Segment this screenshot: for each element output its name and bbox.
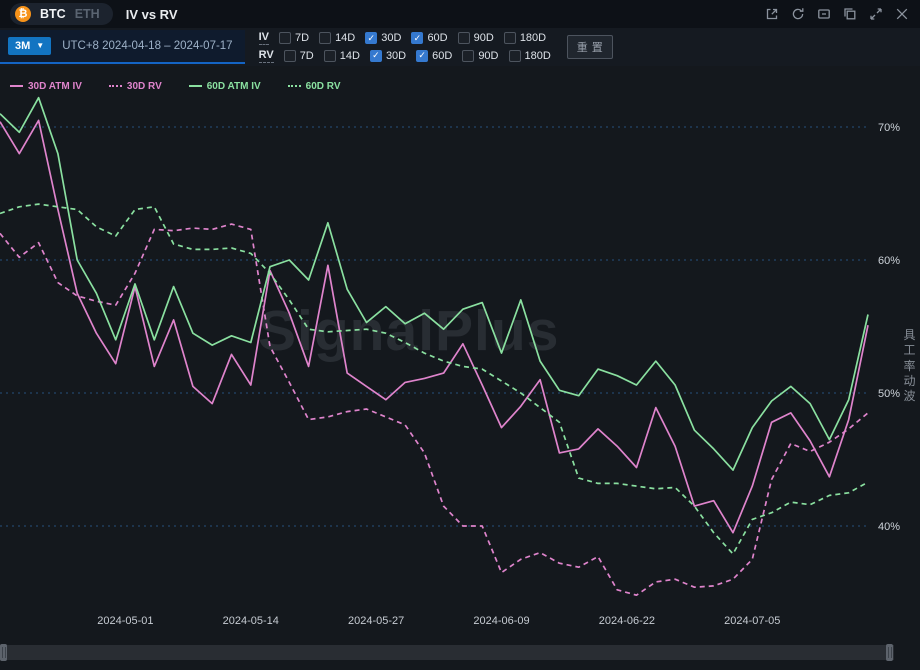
- series-60d-rv: [0, 203, 869, 555]
- checkbox-rv-60d[interactable]: ✓ 60D: [416, 49, 453, 62]
- checkbox-label: 30D: [381, 32, 402, 45]
- legend-label: 60D RV: [305, 80, 341, 92]
- y-tick-label: 40%: [878, 521, 900, 533]
- scrollbar-right-handle[interactable]: [886, 644, 893, 661]
- scrollbar-left-handle[interactable]: [0, 644, 7, 661]
- archive-icon[interactable]: [816, 6, 832, 22]
- x-tick-label: 2024-06-09: [473, 615, 529, 627]
- chart-legend: 30D ATM IV 30D RV 60D ATM IV 60D RV: [0, 66, 920, 96]
- checkbox-iv-90d[interactable]: 90D: [457, 32, 494, 45]
- checkbox-label: 14D: [335, 32, 356, 45]
- checkmark-icon: ✓: [411, 32, 424, 45]
- checkbox-label: 60D: [427, 32, 448, 45]
- tenor-row-rv: RV 7D 14D ✓ 30D ✓ 60D 90D 180D: [258, 49, 551, 63]
- checkmark-icon: ✓: [369, 49, 382, 62]
- checkbox-label: 30D: [385, 49, 407, 62]
- series-60d-atm-iv: [0, 96, 869, 471]
- solid-line-swatch: [188, 85, 202, 87]
- y-tick-label: 60%: [878, 255, 900, 267]
- checkbox-rv-90d[interactable]: 90D: [462, 49, 499, 62]
- x-tick-label: 2024-05-27: [348, 615, 404, 627]
- scrollbar-track[interactable]: [0, 645, 894, 660]
- row-label-iv: IV: [258, 31, 269, 45]
- series-30d-atm-iv: [0, 119, 869, 534]
- dashed-line-swatch: [108, 85, 122, 87]
- chart-area: SignalPlus 70% 60% 50% 40% 2024-05-01 2024-05…: [0, 96, 920, 642]
- tenor-row-iv: IV 7D 14D ✓ 30D ✓ 60D 90D 180D: [258, 31, 551, 45]
- x-tick-label: 2024-05-14: [223, 615, 279, 627]
- refresh-icon[interactable]: [790, 6, 806, 22]
- copy-icon[interactable]: [842, 6, 858, 22]
- legend-item-60d-atm-iv[interactable]: 60D ATM IV: [188, 80, 261, 92]
- checkbox-iv-180d[interactable]: 180D: [503, 32, 547, 45]
- row-label-rv: RV: [258, 49, 274, 63]
- checkbox-rv-7d[interactable]: 7D: [283, 49, 314, 62]
- date-range-display[interactable]: UTC+8 2024-04-18 – 2024-07-17: [62, 40, 233, 52]
- checkbox-label: 90D: [478, 49, 499, 62]
- legend-label: 30D ATM IV: [28, 80, 82, 92]
- dashed-line-swatch: [287, 85, 301, 87]
- checkbox-box: [457, 32, 470, 45]
- solid-line-swatch: [10, 85, 23, 87]
- checkbox-label: 180D: [524, 49, 551, 62]
- open-external-icon[interactable]: [764, 6, 780, 22]
- legend-item-30d-rv[interactable]: 30D RV: [108, 80, 162, 92]
- range-segment: 3M ▼ UTC+8 2024-04-18 – 2024-07-17: [0, 30, 245, 64]
- range-select[interactable]: 3M ▼: [8, 37, 52, 55]
- x-tick-label: 2024-07-05: [724, 615, 780, 627]
- legend-item-30d-atm-iv[interactable]: 30D ATM IV: [10, 81, 82, 92]
- checkbox-box: [283, 49, 296, 62]
- coin-tab-eth[interactable]: ETH: [74, 7, 100, 21]
- checkbox-iv-30d[interactable]: ✓ 30D: [365, 32, 402, 45]
- checkbox-rv-30d[interactable]: ✓ 30D: [369, 49, 407, 62]
- checkbox-rv-14d[interactable]: 14D: [323, 49, 360, 62]
- checkbox-label: 90D: [473, 32, 494, 45]
- legend-label: 30D RV: [126, 80, 162, 92]
- chevron-down-icon: ▼: [36, 41, 45, 50]
- checkbox-box: [323, 49, 336, 62]
- x-tick-label: 2024-06-22: [599, 615, 655, 627]
- checkbox-label: 7D: [295, 32, 310, 45]
- page-title: IV vs RV: [125, 6, 178, 22]
- checkbox-box: [462, 49, 475, 62]
- tenor-checkbox-grid: IV 7D 14D ✓ 30D ✓ 60D 90D 180D RV 7D 14D ✓ 30D ✓ 60D 90D…: [258, 31, 551, 63]
- chart-toolbar: 3M ▼ UTC+8 2024-04-18 – 2024-07-17 IV 7D 1…: [0, 28, 920, 66]
- reset-button[interactable]: 重置: [566, 35, 613, 59]
- series-30d-rv: [0, 223, 869, 597]
- window-controls: [764, 6, 910, 22]
- watermark: SignalPlus: [258, 299, 560, 363]
- checkbox-rv-180d[interactable]: 180D: [508, 49, 551, 62]
- checkbox-label: 60D: [432, 49, 453, 62]
- checkbox-box: [508, 49, 521, 62]
- checkbox-box: [279, 32, 291, 45]
- y-tick-label: 50%: [878, 388, 900, 400]
- coin-switcher: ₿ BTC ETH: [10, 3, 113, 25]
- checkmark-icon: ✓: [416, 49, 429, 62]
- checkbox-label: 180D: [519, 32, 547, 45]
- checkbox-iv-60d[interactable]: ✓ 60D: [411, 32, 448, 45]
- bitcoin-icon: ₿: [15, 6, 31, 22]
- checkbox-label: 7D: [299, 49, 314, 62]
- expand-icon[interactable]: [868, 6, 884, 22]
- checkbox-label: 14D: [339, 49, 360, 62]
- checkmark-icon: ✓: [365, 32, 378, 45]
- checkbox-iv-14d[interactable]: 14D: [319, 32, 356, 45]
- top-bar: ₿ BTC ETH IV vs RV: [0, 0, 920, 28]
- coin-tab-btc[interactable]: BTC: [40, 7, 66, 21]
- checkbox-iv-7d[interactable]: 7D: [279, 32, 310, 45]
- checkbox-box: [319, 32, 332, 45]
- x-tick-label: 2024-05-01: [97, 615, 153, 627]
- checkbox-box: [503, 32, 516, 45]
- iv-rv-chart[interactable]: 70% 60% 50% 40% 2024-05-01 2024-05-14 2024-05-…: [0, 96, 920, 642]
- y-tick-label: 70%: [878, 122, 900, 134]
- range-select-value: 3M: [15, 40, 31, 52]
- legend-item-60d-rv[interactable]: 60D RV: [287, 80, 341, 92]
- horizontal-scrollbar: [0, 644, 920, 662]
- right-axis-title: 具 工 率 动 波: [903, 328, 916, 404]
- close-icon[interactable]: [894, 6, 910, 22]
- legend-label: 60D ATM IV: [206, 80, 261, 92]
- gridlines: 70% 60% 50% 40% 2024-05-01 2024-05-14 2024-05-…: [0, 122, 900, 627]
